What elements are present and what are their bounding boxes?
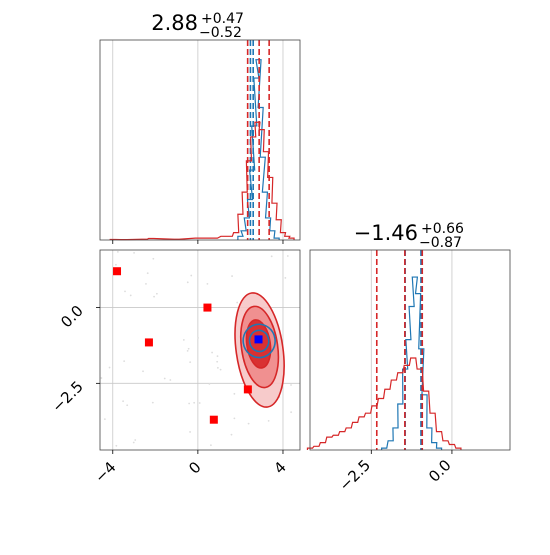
background-sample-point [153, 295, 155, 298]
background-sample-point [126, 404, 129, 407]
background-sample-point [115, 444, 118, 447]
background-sample-point [216, 355, 219, 358]
background-sample-point [186, 349, 189, 352]
background-sample-point [132, 441, 135, 444]
marginal-histogram-param-0: 2.88 +0.47 −0.52 [99, 11, 301, 244]
joint-scatter-panel: −4 0 4 0.0 −2.5 [48, 249, 301, 486]
background-sample-point [146, 272, 149, 275]
x-tick-label: −2.5 [336, 456, 374, 494]
background-sample-point [129, 294, 132, 297]
background-sample-point [187, 347, 190, 350]
axes-frame [309, 249, 511, 451]
background-sample-point [198, 402, 201, 404]
axes-frame [99, 249, 301, 451]
background-sample-point [142, 370, 144, 373]
background-sample-point [169, 379, 172, 381]
background-sample-point [186, 281, 189, 284]
background-sample-point [163, 377, 166, 380]
contour-level [248, 329, 270, 353]
title-upper-error: +0.47 [201, 11, 244, 27]
background-sample-point [189, 431, 191, 433]
background-sample-point [216, 366, 219, 369]
background-sample-point [290, 384, 292, 386]
background-sample-point [151, 401, 154, 404]
x-tick-label: −4 [91, 458, 119, 486]
histogram-step-line [381, 276, 443, 450]
background-sample-point [247, 422, 250, 425]
blue-square-marker [254, 335, 263, 344]
y-tick-label: 0.0 [57, 302, 87, 332]
contour-level [242, 323, 276, 359]
background-sample-point [236, 301, 239, 304]
background-sample-point [108, 366, 111, 369]
x-tick-label: 0.0 [425, 456, 455, 486]
background-sample-point [219, 368, 222, 371]
background-sample-point [210, 444, 212, 447]
background-sample-point [189, 361, 192, 364]
background-sample-point [290, 411, 293, 414]
background-sample-point [134, 439, 137, 441]
histogram-step-line [237, 59, 280, 240]
x-tick-label: 4 [270, 458, 289, 477]
background-sample-point [122, 400, 124, 403]
background-sample-point [208, 383, 211, 385]
title-upper-error: +0.66 [421, 221, 464, 237]
background-sample-point [193, 401, 196, 404]
title-median: −1.46 [354, 221, 418, 245]
background-sample-point [270, 255, 273, 258]
background-sample-point [284, 277, 287, 279]
red-square-marker [243, 385, 252, 394]
red-square-marker [113, 267, 122, 276]
background-sample-point [233, 392, 236, 395]
y-tick-label: −2.5 [48, 377, 86, 415]
background-sample-point [230, 433, 233, 436]
histogram-step-line [306, 357, 462, 450]
red-square-marker [144, 338, 153, 347]
background-sample-point [182, 339, 185, 341]
title-lower-error: −0.87 [419, 235, 462, 251]
background-sample-point [188, 402, 191, 405]
marginal-histogram-param-1: −2.5 0.0 −1.46 +0.66 −0.87 [306, 221, 511, 495]
background-sample-point [133, 251, 135, 254]
title-lower-error: −0.52 [199, 25, 242, 41]
red-square-marker [203, 303, 212, 312]
histogram-step-line [109, 121, 295, 241]
background-sample-point [145, 282, 147, 285]
background-sample-point [190, 274, 193, 277]
background-sample-point [115, 263, 117, 266]
background-sample-point [231, 275, 233, 277]
background-sample-point [211, 351, 213, 354]
background-sample-point [197, 336, 199, 339]
background-sample-point [123, 360, 126, 363]
background-sample-point [155, 292, 158, 295]
background-sample-point [103, 418, 106, 421]
background-sample-point [206, 282, 209, 285]
title-median: 2.88 [151, 11, 198, 35]
background-sample-point [152, 257, 155, 260]
background-sample-point [116, 250, 119, 253]
x-tick-label: 0 [185, 458, 204, 477]
background-sample-point [124, 290, 126, 293]
axes-frame [99, 39, 301, 241]
background-sample-point [286, 255, 289, 257]
red-square-marker [209, 415, 218, 424]
background-sample-point [216, 360, 219, 363]
background-sample-point [233, 417, 236, 420]
background-sample-point [100, 377, 103, 379]
background-sample-point [267, 419, 270, 422]
